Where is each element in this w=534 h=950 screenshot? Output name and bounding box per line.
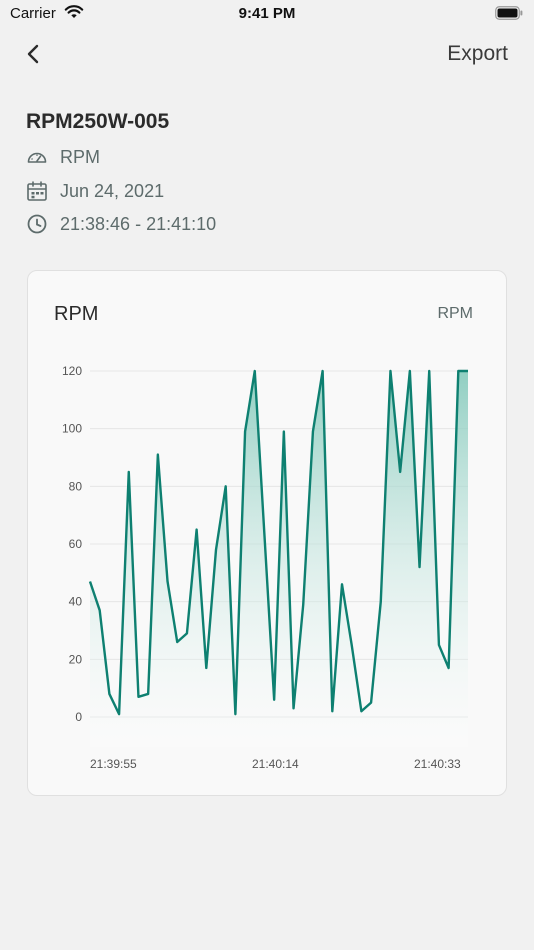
x-tick-label: 21:40:14 — [252, 757, 299, 771]
metric-label: RPM — [60, 146, 100, 167]
back-button[interactable] — [22, 40, 46, 68]
area-fill — [90, 371, 468, 747]
clock-icon — [26, 213, 48, 235]
series-line — [88, 369, 468, 716]
y-tick-label: 80 — [69, 479, 83, 493]
x-tick-label: 21:39:55 — [90, 757, 137, 771]
y-tick-label: 120 — [62, 364, 82, 378]
y-tick-label: 20 — [69, 652, 83, 666]
status-bar: Carrier 9:41 PM — [0, 0, 534, 30]
calendar-icon — [26, 180, 48, 202]
y-tick-label: 100 — [62, 422, 82, 436]
date-row: Jun 24, 2021 — [26, 179, 164, 203]
chart-title: RPM — [54, 303, 99, 325]
wifi-icon — [64, 4, 84, 24]
metric-row: RPM — [26, 145, 100, 169]
speedometer-icon — [26, 146, 48, 168]
rpm-chart: 0 20 40 60 80 100 120 21:39:55 21:40:14 21:40:33 — [62, 364, 468, 771]
device-title: RPM250W-005 — [26, 110, 170, 133]
status-time: 9:41 PM — [238, 5, 296, 22]
export-button[interactable]: Export — [447, 42, 508, 65]
nav-bar: Export — [0, 34, 534, 74]
time-range-label: 21:38:46 - 21:41:10 — [60, 213, 217, 234]
x-tick-label: 21:40:33 — [414, 757, 461, 771]
chart-unit: RPM — [437, 305, 473, 322]
y-tick-label: 40 — [69, 595, 83, 609]
battery-icon — [495, 6, 523, 20]
y-tick-label: 0 — [75, 710, 82, 724]
chart-card: RPM RPM 0 20 40 60 80 100 120 21:39:55 21:40:14 2… — [27, 270, 507, 796]
carrier-label: Carrier — [10, 5, 56, 22]
time-row: 21:38:46 - 21:41:10 — [26, 212, 216, 236]
chevron-left-icon — [27, 44, 39, 64]
date-label: Jun 24, 2021 — [60, 180, 165, 201]
y-tick-label: 60 — [69, 537, 83, 551]
